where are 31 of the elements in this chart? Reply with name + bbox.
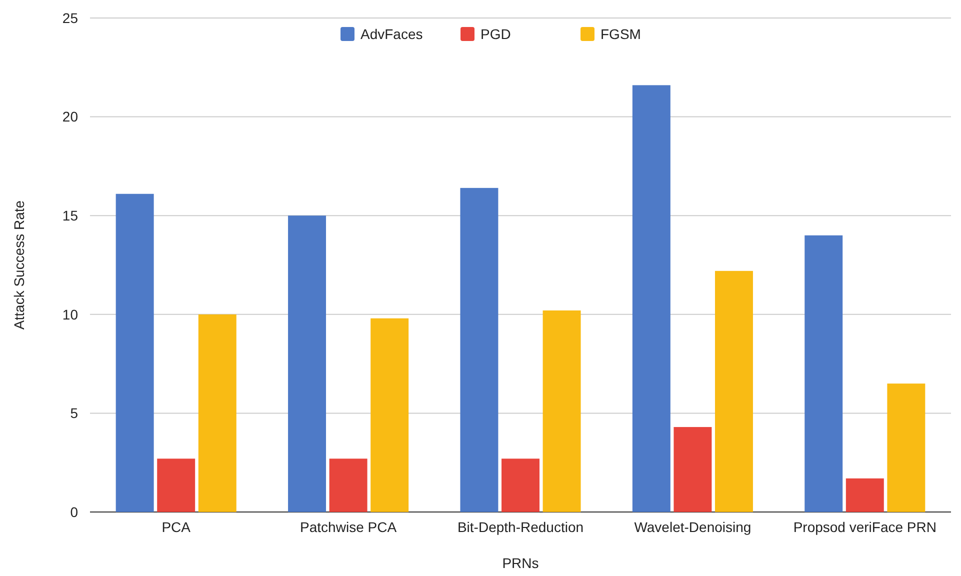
bar xyxy=(370,318,409,512)
legend-label: FGSM xyxy=(600,26,641,42)
bar xyxy=(116,194,154,512)
y-tick-label: 25 xyxy=(62,10,78,26)
legend-label: PGD xyxy=(480,26,511,42)
legend-label: AdvFaces xyxy=(360,26,423,42)
bar xyxy=(887,384,926,512)
bar xyxy=(674,427,712,512)
bar xyxy=(846,478,884,512)
y-axis-title: Attack Success Rate xyxy=(11,200,27,330)
y-tick-label: 0 xyxy=(70,504,78,520)
x-tick-label: Patchwise PCA xyxy=(300,519,398,535)
bar xyxy=(288,216,326,512)
y-tick-label: 10 xyxy=(62,306,78,322)
bar xyxy=(632,85,670,512)
y-tick-label: 20 xyxy=(62,108,78,125)
x-tick-label: Bit-Depth-Reduction xyxy=(457,519,584,535)
y-tick-label: 5 xyxy=(70,405,78,422)
bar xyxy=(714,270,753,512)
bar xyxy=(460,188,498,512)
bar xyxy=(542,310,581,512)
bar xyxy=(198,314,236,512)
x-tick-label: Propsod veriFace PRN xyxy=(793,519,936,535)
bar xyxy=(804,235,843,512)
bar xyxy=(329,458,368,512)
y-tick-label: 15 xyxy=(62,208,78,224)
x-axis-title: PRNs xyxy=(502,555,539,571)
x-tick-label: PCA xyxy=(162,519,192,535)
bar xyxy=(502,458,540,512)
x-tick-label: Wavelet-Denoising xyxy=(634,519,752,535)
bar xyxy=(157,458,196,512)
